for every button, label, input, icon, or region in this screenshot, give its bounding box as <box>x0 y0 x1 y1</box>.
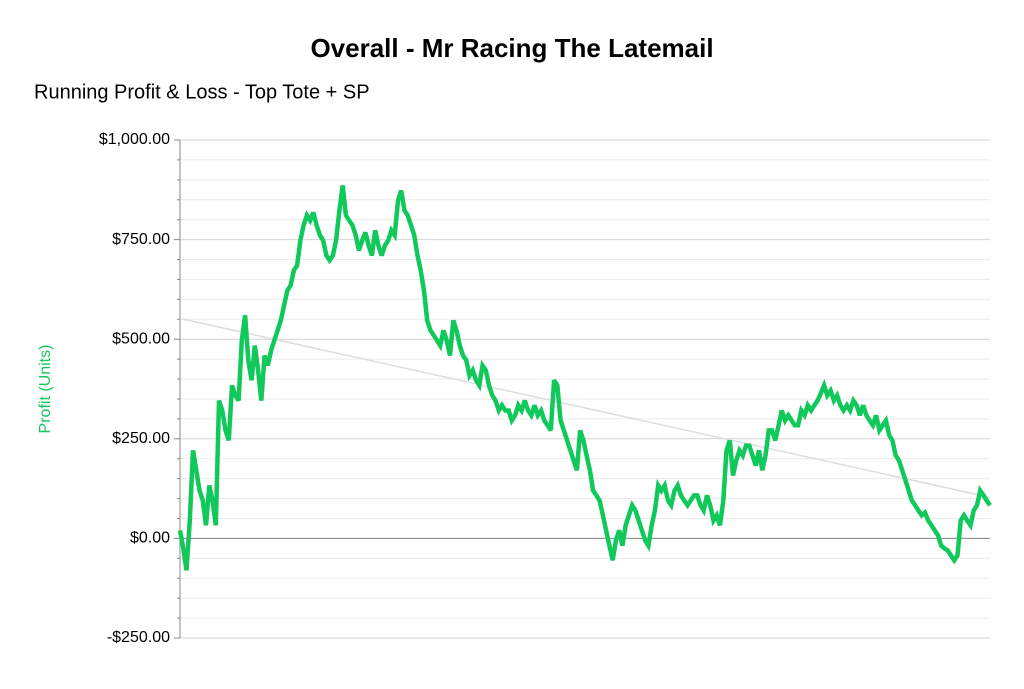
chart-title: Overall - Mr Racing The Latemail <box>310 33 713 63</box>
y-tick-label: $250.00 <box>112 430 170 447</box>
chart-subtitle: Running Profit & Loss - Top Tote + SP <box>34 81 370 103</box>
y-axis-label: Profit (Units) <box>37 345 54 434</box>
y-tick-label: $750.00 <box>112 231 170 248</box>
trend-line <box>179 317 991 499</box>
y-tick-label: $1,000.00 <box>99 131 170 148</box>
y-tick-label: $0.00 <box>130 530 170 547</box>
y-tick-label: -$250.00 <box>107 629 170 646</box>
y-tick-label: $500.00 <box>112 330 170 347</box>
profit-line <box>177 185 992 571</box>
